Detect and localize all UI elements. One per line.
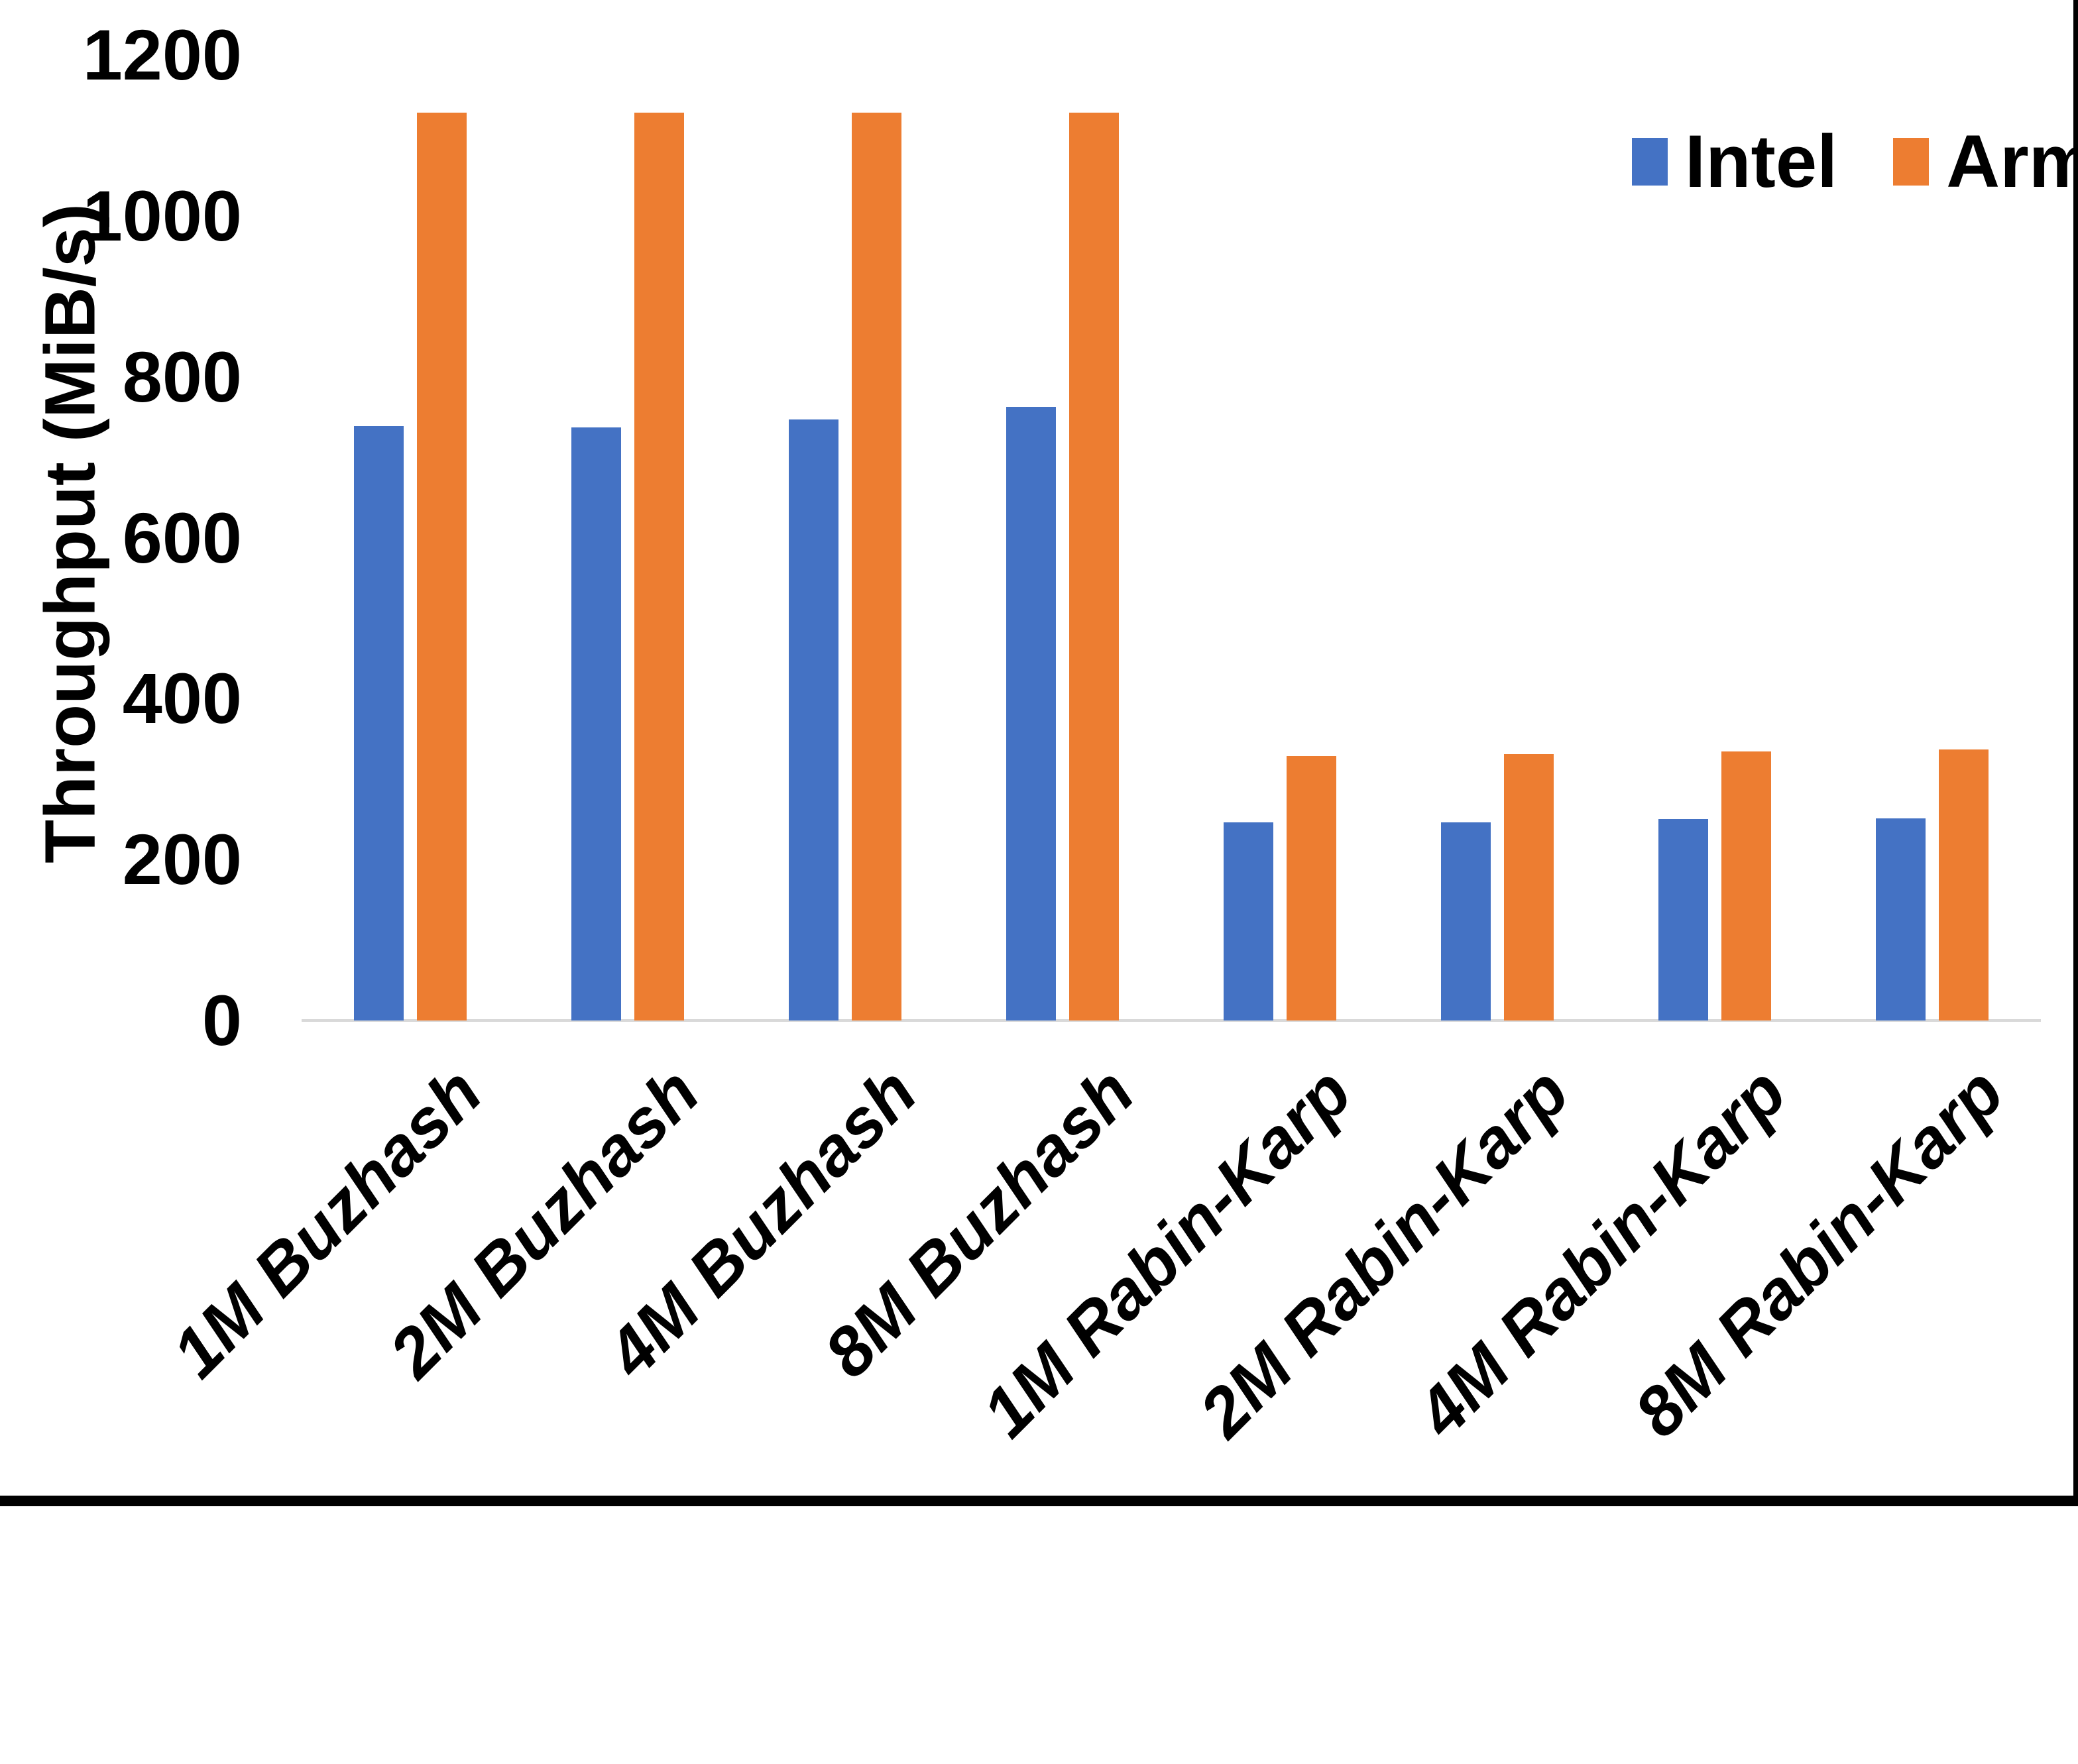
y-tick-label-200: 200	[122, 819, 242, 900]
y-tick-label-1000: 1000	[82, 175, 242, 256]
y-tick-label-400: 400	[122, 658, 242, 739]
bar-arm-1m-buzhash	[417, 113, 467, 1020]
legend-label-arm: Arm	[1946, 120, 2078, 203]
bar-arm-8m-buzhash	[1069, 113, 1119, 1020]
x-axis-line	[302, 1019, 2041, 1022]
screenshot-right-border	[2073, 0, 2078, 1506]
bar-arm-2m-buzhash	[634, 113, 684, 1020]
bar-arm-4m-buzhash	[852, 113, 901, 1020]
screenshot-bottom-border	[0, 1496, 2078, 1506]
legend-item-arm: Arm	[1893, 125, 2078, 199]
bar-intel-1m-rabin-karp	[1224, 822, 1273, 1020]
bar-arm-2m-rabin-karp	[1504, 754, 1554, 1020]
legend-swatch-intel	[1632, 138, 1668, 186]
bar-intel-8m-buzhash	[1006, 406, 1056, 1020]
y-tick-label-600: 600	[122, 497, 242, 578]
legend-swatch-arm	[1893, 138, 1930, 186]
bar-intel-2m-buzhash	[571, 427, 621, 1020]
legend: Intel Arm	[1632, 125, 2078, 199]
legend-label-intel: Intel	[1685, 120, 1838, 203]
bar-arm-8m-rabin-karp	[1939, 749, 1989, 1020]
y-tick-label-800: 800	[122, 336, 242, 417]
bar-arm-4m-rabin-karp	[1721, 751, 1771, 1020]
y-tick-label-0: 0	[202, 980, 242, 1060]
bar-intel-2m-rabin-karp	[1441, 822, 1491, 1020]
bar-intel-1m-buzhash	[354, 425, 404, 1020]
bar-intel-4m-rabin-karp	[1658, 819, 1708, 1020]
bar-intel-8m-rabin-karp	[1876, 818, 1926, 1020]
bar-arm-1m-rabin-karp	[1287, 755, 1336, 1020]
bar-intel-4m-buzhash	[789, 419, 838, 1020]
legend-item-intel: Intel	[1632, 125, 1837, 199]
chart-page: { "chart_data": { "type": "bar", "title"…	[0, 0, 2078, 1506]
y-tick-label-1200: 1200	[82, 15, 242, 95]
